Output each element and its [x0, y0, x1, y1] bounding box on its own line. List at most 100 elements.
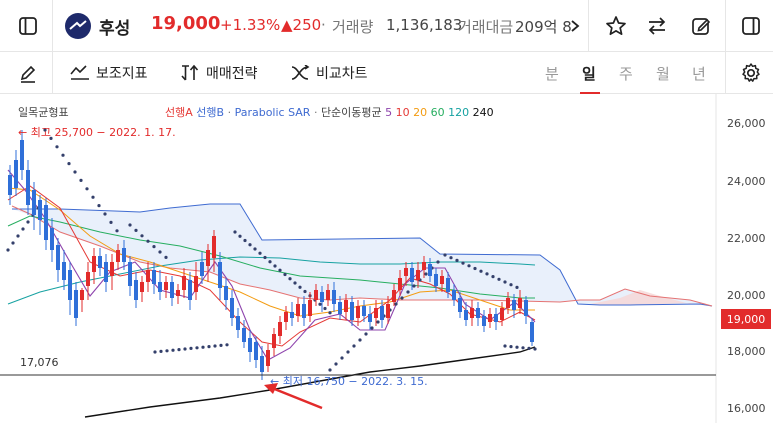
candle-body: [248, 338, 252, 352]
candle-body: [20, 140, 24, 170]
low-price-annotation: ← 최저 16,750 − 2022. 3. 15.: [270, 375, 428, 388]
candle-body: [404, 268, 408, 276]
sar-dot: [189, 346, 193, 350]
sar-dot: [128, 223, 132, 227]
sar-dot: [213, 344, 217, 348]
sar-dot: [11, 241, 15, 245]
sar-dot: [283, 272, 287, 277]
candle-body: [500, 308, 504, 320]
legend-ma20: 20: [413, 106, 428, 119]
period-month[interactable]: 월: [656, 65, 670, 83]
compare-icon: [291, 65, 310, 80]
candle-body: [74, 290, 78, 318]
candle-body: [506, 298, 510, 308]
sar-dot: [400, 296, 404, 300]
sar-dot: [533, 347, 537, 351]
compare-chart-button[interactable]: 비교차트: [290, 63, 368, 83]
trade-strategy-label: 매매전략: [206, 66, 258, 82]
sar-dot: [207, 345, 211, 349]
sar-dot: [503, 344, 507, 348]
sar-dot: [503, 280, 507, 284]
trade-strategy-button[interactable]: 매매전략: [180, 63, 258, 83]
candle-body: [326, 290, 330, 300]
ichimoku-legend: 일목균형표: [18, 104, 69, 120]
draw-pen-icon[interactable]: [14, 59, 42, 87]
chevron-right-icon[interactable]: [567, 12, 583, 40]
y-axis-tick: 22,000: [727, 232, 766, 245]
sar-dot: [201, 345, 205, 349]
candle-body: [254, 342, 258, 360]
candle-body: [44, 205, 48, 240]
candle-body: [398, 278, 402, 290]
candle-body: [368, 314, 372, 322]
candle-body: [410, 268, 414, 282]
candle-body: [488, 314, 492, 322]
y-axis-tick: 24,000: [727, 175, 766, 188]
compare-label: 비교차트: [316, 66, 368, 82]
candle-body: [242, 328, 246, 342]
sar-dot: [352, 344, 356, 348]
legend-lead-a: 선행A: [165, 106, 193, 119]
legend-ma: 단순이동평균: [320, 106, 382, 119]
sar-dot: [328, 311, 332, 315]
current-price-tag: 19,000: [721, 309, 771, 329]
candle-body: [98, 256, 102, 268]
candle-body: [194, 276, 198, 292]
sar-dot: [491, 275, 495, 279]
sar-dot: [303, 289, 307, 294]
panel-toggle-icon[interactable]: [737, 12, 765, 40]
candle-body: [122, 248, 126, 262]
sar-dot: [293, 281, 297, 285]
candle-body: [350, 302, 354, 320]
indicator-button[interactable]: 보조지표: [70, 63, 148, 83]
candle-body: [140, 282, 144, 292]
sar-dot: [79, 178, 83, 182]
candle-body: [470, 308, 474, 318]
sar-dot: [248, 243, 252, 247]
candle-body: [224, 286, 228, 300]
period-year[interactable]: 년: [692, 65, 706, 83]
period-week[interactable]: 주: [619, 65, 633, 83]
candle-body: [512, 300, 516, 310]
sar-dot: [358, 338, 362, 342]
sar-dot: [109, 220, 113, 224]
sar-dot: [103, 212, 107, 216]
level-price-label: 17,076: [20, 356, 59, 369]
candle-body: [146, 270, 150, 282]
legend-lead-b: 선행B: [196, 106, 225, 119]
sar-dot: [233, 230, 237, 234]
candle-body: [200, 262, 204, 276]
period-minute[interactable]: 분: [545, 65, 559, 83]
sar-dot: [134, 228, 138, 232]
sar-dot: [485, 272, 489, 276]
candle-body: [110, 262, 114, 276]
sar-dot: [153, 350, 157, 354]
candle-body: [206, 250, 210, 266]
indicator-legend: 선행A 선행B · Parabolic SAR · 단순이동평균 5 10 20…: [165, 104, 494, 120]
legend-ma120: 120: [448, 106, 470, 119]
settings-gear-icon[interactable]: [737, 59, 765, 87]
sar-dot: [436, 260, 440, 264]
sar-dot: [298, 285, 302, 289]
legend-ma240: 240: [472, 106, 494, 119]
candle-body: [62, 262, 66, 280]
sar-dot: [376, 320, 380, 324]
candle-body: [278, 322, 282, 336]
candle-body: [284, 312, 288, 322]
candle-body: [302, 304, 306, 318]
sidebar-toggle-icon[interactable]: [14, 12, 42, 40]
leading-span-a-line: [11, 205, 713, 307]
sar-dot: [288, 277, 292, 281]
candle-body: [32, 190, 36, 215]
period-day[interactable]: 일: [582, 65, 596, 83]
swap-icon[interactable]: [643, 12, 671, 40]
candle-body: [188, 280, 192, 300]
legend-sar: Parabolic SAR: [234, 106, 311, 119]
sar-dot: [159, 349, 163, 353]
edit-icon[interactable]: [687, 12, 715, 40]
star-icon[interactable]: [602, 12, 630, 40]
price-chart[interactable]: [0, 94, 773, 423]
candle-body: [308, 300, 312, 316]
trade-value: 209억 8: [515, 18, 572, 36]
sar-dot: [455, 258, 459, 262]
